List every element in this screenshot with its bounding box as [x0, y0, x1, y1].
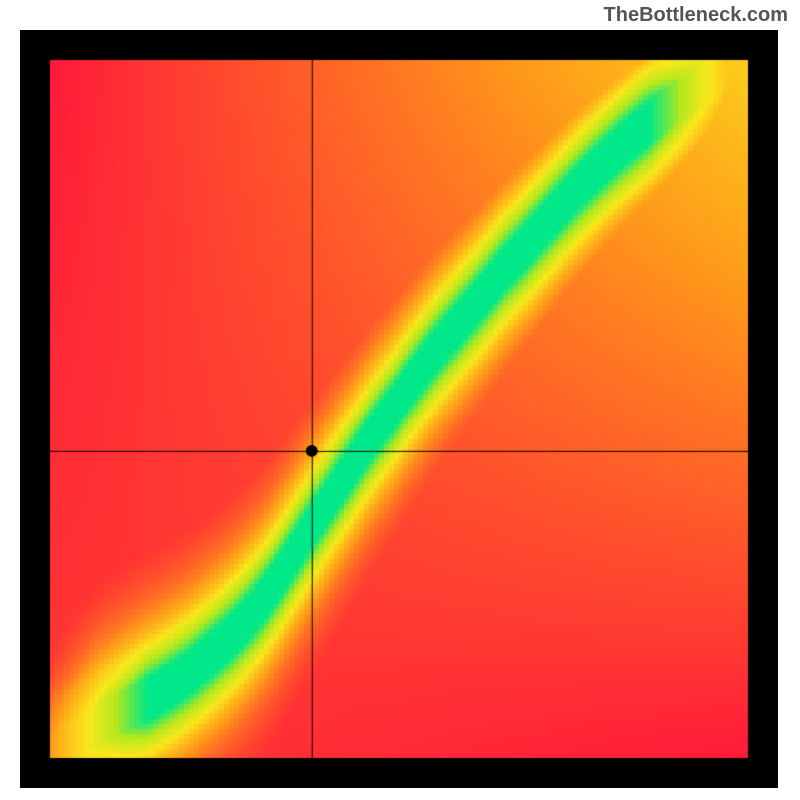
plot-frame — [20, 30, 778, 788]
chart-container: TheBottleneck.com — [0, 0, 800, 800]
heatmap-canvas — [20, 30, 778, 788]
attribution-label: TheBottleneck.com — [604, 4, 788, 27]
